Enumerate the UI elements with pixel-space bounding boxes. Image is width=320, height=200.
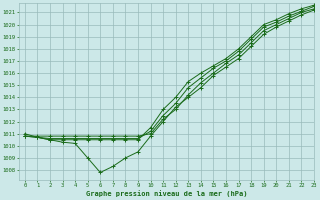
X-axis label: Graphe pression niveau de la mer (hPa): Graphe pression niveau de la mer (hPa) [85, 190, 247, 197]
